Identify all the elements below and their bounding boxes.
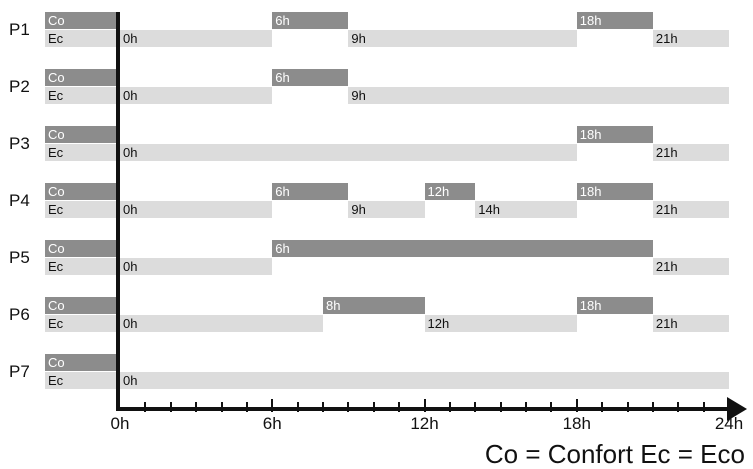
- comfort-segment: [576, 12, 653, 29]
- eco-row-key: [45, 30, 116, 47]
- comfort-segment: [424, 183, 476, 200]
- x-major-tick: [575, 399, 578, 412]
- eco-row-key: [45, 258, 116, 275]
- eco-segment: [348, 87, 729, 104]
- x-minor-tick: [372, 402, 375, 412]
- eco-row-key: [45, 87, 116, 104]
- x-minor-tick: [525, 402, 527, 412]
- x-axis-line: [116, 407, 730, 411]
- comfort-row-key: [45, 126, 116, 143]
- eco-segment: [120, 144, 577, 161]
- x-minor-tick: [550, 402, 553, 412]
- comfort-segment: [576, 297, 653, 314]
- eco-segment: [652, 201, 729, 218]
- comfort-row-key: [45, 240, 116, 257]
- x-tick-label: 18h: [562, 414, 591, 433]
- eco-row-key: [45, 144, 116, 161]
- program-label: P6: [9, 305, 30, 324]
- eco-segment: [652, 258, 729, 275]
- x-minor-tick: [322, 402, 324, 412]
- comfort-segment: [272, 12, 349, 29]
- x-minor-tick: [245, 402, 248, 412]
- eco-segment: [424, 315, 577, 332]
- comfort-segment: [576, 183, 653, 200]
- x-minor-tick: [474, 402, 477, 412]
- x-minor-tick: [677, 402, 680, 412]
- comfort-segment: [323, 297, 425, 314]
- x-tick-label: 24h: [714, 414, 744, 433]
- x-minor-tick: [702, 402, 705, 412]
- eco-row-key: [45, 201, 116, 218]
- eco-row-key: [45, 372, 116, 389]
- program-label: P7: [9, 362, 30, 381]
- program-label: P4: [9, 191, 30, 210]
- x-minor-tick: [220, 402, 223, 412]
- eco-segment: [120, 87, 273, 104]
- comfort-segment: [272, 69, 349, 86]
- comfort-row-key: [45, 354, 116, 371]
- x-major-tick: [271, 399, 274, 412]
- x-minor-tick: [398, 402, 401, 412]
- eco-segment: [120, 315, 323, 332]
- x-minor-tick: [448, 402, 451, 412]
- x-minor-tick: [626, 402, 629, 412]
- eco-segment: [652, 315, 729, 332]
- x-minor-tick: [499, 402, 502, 412]
- x-minor-tick: [601, 402, 604, 412]
- x-minor-tick: [296, 402, 299, 412]
- y-axis-line: [116, 12, 120, 411]
- x-minor-tick: [169, 402, 172, 412]
- eco-segment: [348, 30, 577, 47]
- x-tick-label: 0h: [110, 414, 130, 433]
- eco-segment: [652, 30, 729, 47]
- eco-segment: [120, 258, 273, 275]
- x-minor-tick: [651, 402, 654, 412]
- x-tick-label: 6h: [262, 414, 282, 433]
- program-label: P3: [9, 134, 30, 153]
- eco-segment: [120, 372, 729, 389]
- x-minor-tick: [144, 402, 147, 412]
- legend: Co = Confort Ec = Eco: [484, 439, 745, 469]
- comfort-row-key: [45, 183, 116, 200]
- x-tick-label: 12h: [410, 414, 439, 433]
- eco-segment: [120, 30, 273, 47]
- program-label: P2: [9, 77, 30, 96]
- comfort-segment: [272, 240, 653, 257]
- eco-segment: [120, 201, 273, 218]
- comfort-segment: [576, 126, 653, 143]
- eco-segment: [652, 144, 729, 161]
- eco-segment: [348, 201, 425, 218]
- comfort-row-key: [45, 297, 116, 314]
- program-label: P1: [9, 20, 30, 39]
- x-minor-tick: [347, 402, 350, 412]
- program-label: P5: [9, 248, 30, 267]
- comfort-row-key: [45, 12, 116, 29]
- eco-row-key: [45, 315, 116, 332]
- x-axis-arrow: [727, 397, 747, 421]
- eco-segment: [475, 201, 577, 218]
- comfort-row-key: [45, 69, 116, 86]
- x-minor-tick: [195, 402, 198, 412]
- comfort-segment: [272, 183, 349, 200]
- x-major-tick: [423, 399, 426, 412]
